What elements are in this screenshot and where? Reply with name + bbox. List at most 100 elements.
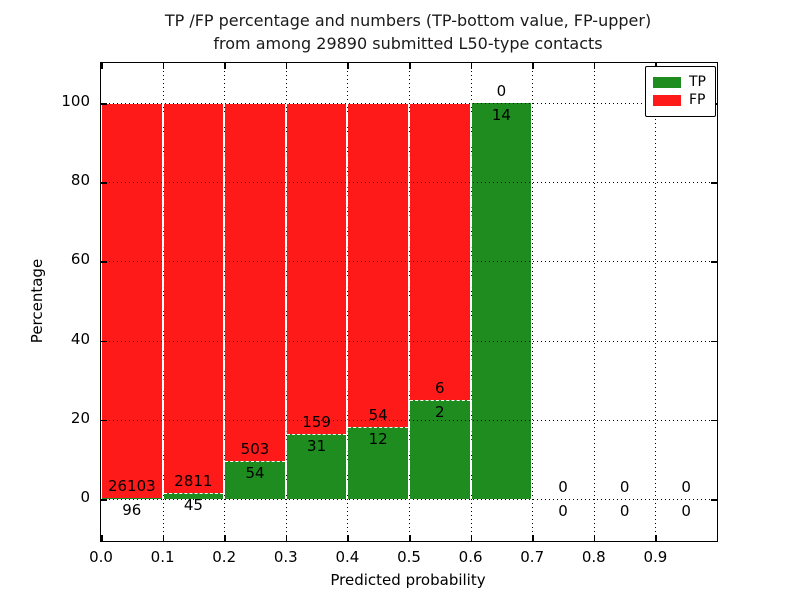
fp-count-label: 503 [240, 439, 270, 458]
y-tick-label: 60 [70, 250, 90, 269]
chart-title-line1: TP /FP percentage and numbers (TP-bottom… [164, 11, 652, 30]
tp-count-label: 54 [245, 463, 265, 482]
y-tick [711, 499, 717, 501]
legend: TP FP [645, 66, 716, 117]
tp-segment [286, 434, 347, 499]
tp-count-label: 12 [368, 430, 388, 448]
bar-0.6 [470, 103, 533, 499]
v-gridline [593, 63, 595, 541]
fp-segment [102, 104, 162, 499]
x-tick [224, 535, 226, 541]
tp-count-label: 2 [435, 403, 445, 421]
fp-segment [225, 104, 285, 462]
tp-count-label: 0 [619, 502, 630, 520]
x-tick-label: 0.1 [150, 548, 175, 566]
fp-count-label: 2811 [174, 471, 213, 490]
chart-title: TP /FP percentage and numbers (TP-bottom… [96, 9, 720, 55]
h-gridline [101, 419, 717, 421]
bar-0.1 [162, 103, 225, 499]
y-tick [711, 340, 717, 343]
y-tick-label: 0 [80, 488, 90, 506]
x-tick [162, 535, 165, 541]
tp-segment [348, 427, 408, 499]
legend-label-fp: FP [689, 92, 706, 108]
x-tick-label: 0.2 [212, 548, 237, 566]
y-tick-label: 40 [70, 329, 90, 348]
fp-count-label: 26103 [107, 476, 156, 495]
plot-area: 26103 96 2811 45 503 54 159 31 54 12 6 2 0 14 0 0 0 0 0 0 [100, 62, 718, 542]
tp-count-label: 96 [122, 500, 142, 519]
x-tick [162, 63, 165, 69]
legend-item-tp: TP [653, 75, 706, 90]
bar-0.3 [285, 103, 348, 499]
x-tick [409, 63, 411, 69]
x-tick [101, 63, 103, 69]
h-gridline [101, 499, 717, 500]
x-tick-label: 0.3 [273, 548, 298, 566]
x-tick-label: 0.0 [89, 548, 113, 566]
x-tick [593, 535, 596, 541]
x-tick [285, 535, 288, 541]
h-gridline [101, 340, 717, 342]
x-tick-label: 0.6 [458, 548, 483, 566]
bar-0.2 [224, 103, 286, 499]
tp-segment [410, 400, 470, 499]
legend-item-fp: FP [653, 93, 706, 108]
x-tick [347, 63, 349, 69]
x-tick [532, 535, 534, 541]
x-tick [347, 535, 349, 541]
tp-count-label: 31 [307, 437, 327, 456]
tp-segment [471, 103, 532, 499]
tp-count-label: 45 [183, 495, 203, 514]
tp-segment [225, 460, 285, 499]
tp-count-label: 14 [491, 106, 511, 124]
x-tick-label: 0.9 [643, 548, 668, 566]
y-tick [101, 499, 107, 501]
y-tick [101, 261, 107, 263]
y-tick-label: 80 [70, 171, 90, 190]
x-tick-label: 0.5 [397, 548, 421, 566]
fp-count-label: 0 [496, 82, 507, 100]
y-tick [101, 182, 107, 184]
v-gridline [655, 63, 657, 541]
x-tick [470, 63, 473, 69]
x-tick [101, 535, 103, 541]
fp-segment [286, 104, 347, 436]
y-tick [101, 419, 107, 422]
fp-count-label: 0 [619, 478, 630, 496]
h-gridline [101, 182, 717, 184]
x-tick-label: 0.4 [335, 548, 360, 566]
legend-swatch-fp [653, 95, 681, 106]
fp-count-label: 54 [368, 406, 388, 424]
fp-count-label: 6 [435, 379, 445, 397]
y-tick [711, 182, 717, 184]
fp-count-label: 0 [558, 478, 568, 496]
fp-segment [163, 104, 224, 494]
y-tick [711, 261, 717, 263]
h-gridline [101, 261, 717, 263]
x-axis-label: Predicted probability [330, 571, 486, 589]
tp-count-label: 0 [558, 502, 568, 520]
y-tick [711, 419, 717, 422]
fp-count-label: 0 [681, 478, 691, 496]
bar-0.5 [409, 103, 471, 499]
fp-count-label: 159 [302, 413, 331, 432]
x-tick [532, 63, 534, 69]
x-tick [593, 63, 596, 69]
bar-0.4 [347, 103, 409, 499]
fp-segment [348, 104, 408, 428]
x-tick [655, 535, 657, 541]
y-tick [101, 103, 107, 105]
y-tick-label: 100 [61, 92, 90, 110]
fp-segment [410, 104, 470, 401]
x-tick [409, 535, 411, 541]
x-tick-label: 0.7 [520, 548, 545, 566]
legend-swatch-tp [653, 77, 681, 88]
y-tick [101, 340, 107, 343]
x-tick [470, 535, 473, 541]
h-gridline [101, 103, 717, 104]
tp-count-label: 0 [681, 502, 691, 520]
x-tick [224, 63, 226, 69]
legend-label-tp: TP [689, 74, 706, 90]
